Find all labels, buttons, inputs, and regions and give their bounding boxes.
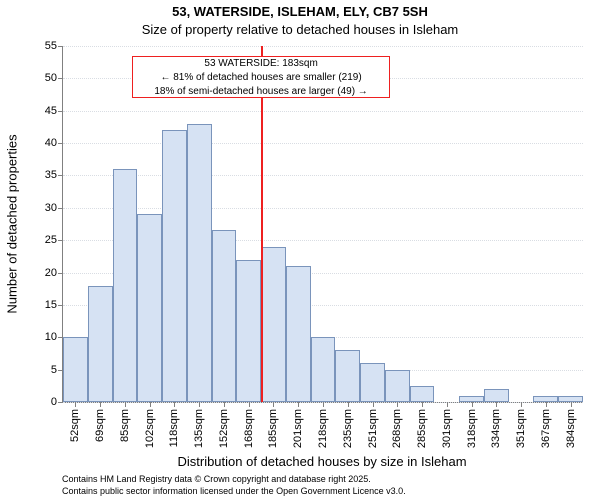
x-tick-label: 102sqm: [144, 409, 156, 448]
histogram-bar: [137, 214, 162, 402]
histogram-bar: [88, 286, 113, 403]
x-tick-label: 367sqm: [540, 409, 552, 448]
x-tick-mark: [100, 402, 101, 407]
annotation-box: 53 WATERSIDE: 183sqm← 81% of detached ho…: [132, 56, 390, 98]
y-axis-label: Number of detached properties: [5, 134, 20, 313]
y-tick-label: 0: [51, 396, 57, 408]
y-tick-mark: [58, 273, 63, 274]
histogram-bar: [236, 260, 261, 402]
annotation-line: 18% of semi-detached houses are larger (…: [133, 85, 389, 99]
x-tick-label: 118sqm: [168, 409, 180, 447]
histogram-bar: [335, 350, 360, 402]
x-tick-mark: [150, 402, 151, 407]
x-tick-label: 235sqm: [342, 409, 354, 448]
gridline: [63, 175, 583, 176]
histogram-bar: [162, 130, 187, 402]
x-tick-label: 384sqm: [565, 409, 577, 448]
chart-root: 53, WATERSIDE, ISLEHAM, ELY, CB7 5SH Siz…: [0, 0, 600, 500]
y-tick-mark: [58, 111, 63, 112]
x-tick-mark: [422, 402, 423, 407]
annotation-line: 53 WATERSIDE: 183sqm: [133, 57, 389, 71]
chart-title-line1: 53, WATERSIDE, ISLEHAM, ELY, CB7 5SH: [0, 4, 600, 19]
x-tick-mark: [273, 402, 274, 407]
x-tick-mark: [496, 402, 497, 407]
gridline: [63, 111, 583, 112]
x-tick-label: 201sqm: [292, 409, 304, 448]
histogram-bar: [410, 386, 435, 402]
chart-title-line2: Size of property relative to detached ho…: [0, 22, 600, 37]
x-tick-label: 185sqm: [267, 409, 279, 448]
x-tick-mark: [472, 402, 473, 407]
x-tick-label: 135sqm: [193, 409, 205, 448]
x-tick-mark: [447, 402, 448, 407]
annotation-line: ← 81% of detached houses are smaller (21…: [133, 71, 389, 85]
x-tick-mark: [373, 402, 374, 407]
x-tick-label: 285sqm: [416, 409, 428, 448]
histogram-bar: [212, 230, 237, 402]
y-tick-label: 35: [45, 169, 57, 181]
x-tick-label: 251sqm: [367, 409, 379, 448]
x-tick-label: 334sqm: [490, 409, 502, 448]
x-tick-mark: [298, 402, 299, 407]
y-tick-label: 15: [45, 299, 57, 311]
x-tick-label: 318sqm: [466, 409, 478, 448]
histogram-bar: [360, 363, 385, 402]
histogram-bar: [286, 266, 311, 402]
histogram-bar: [484, 389, 509, 402]
x-tick-mark: [348, 402, 349, 407]
x-tick-mark: [249, 402, 250, 407]
y-tick-mark: [58, 240, 63, 241]
y-tick-mark: [58, 46, 63, 47]
histogram-bar: [63, 337, 88, 402]
histogram-bar: [113, 169, 138, 402]
histogram-bar: [261, 247, 286, 402]
x-tick-label: 268sqm: [391, 409, 403, 448]
x-tick-label: 152sqm: [218, 409, 230, 448]
x-tick-mark: [397, 402, 398, 407]
y-tick-mark: [58, 143, 63, 144]
plot-area: 051015202530354045505552sqm69sqm85sqm102…: [62, 46, 583, 403]
y-tick-label: 45: [45, 105, 57, 117]
y-tick-label: 5: [51, 364, 57, 376]
histogram-bar: [187, 124, 212, 402]
x-tick-label: 218sqm: [317, 409, 329, 448]
x-tick-mark: [125, 402, 126, 407]
histogram-bar: [385, 370, 410, 402]
y-tick-label: 50: [45, 72, 57, 84]
x-tick-label: 69sqm: [94, 409, 106, 442]
marker-line: [261, 46, 263, 402]
y-tick-mark: [58, 208, 63, 209]
gridline: [63, 143, 583, 144]
x-tick-mark: [75, 402, 76, 407]
y-tick-mark: [58, 402, 63, 403]
x-tick-mark: [546, 402, 547, 407]
histogram-bar: [311, 337, 336, 402]
x-tick-mark: [224, 402, 225, 407]
x-tick-label: 168sqm: [243, 409, 255, 448]
x-tick-label: 301sqm: [441, 409, 453, 448]
x-tick-mark: [521, 402, 522, 407]
gridline: [63, 46, 583, 47]
y-tick-label: 40: [45, 137, 57, 149]
y-tick-label: 25: [45, 234, 57, 246]
x-axis-label: Distribution of detached houses by size …: [177, 454, 466, 469]
y-tick-label: 20: [45, 267, 57, 279]
y-tick-mark: [58, 305, 63, 306]
y-tick-mark: [58, 78, 63, 79]
x-tick-mark: [199, 402, 200, 407]
y-tick-label: 10: [45, 331, 57, 343]
y-tick-label: 55: [45, 40, 57, 52]
x-tick-mark: [174, 402, 175, 407]
x-tick-mark: [323, 402, 324, 407]
x-tick-label: 351sqm: [515, 409, 527, 448]
y-tick-mark: [58, 175, 63, 176]
x-tick-mark: [571, 402, 572, 407]
y-tick-label: 30: [45, 202, 57, 214]
footer-line1: Contains HM Land Registry data © Crown c…: [62, 474, 371, 484]
x-tick-label: 52sqm: [69, 409, 81, 442]
gridline: [63, 208, 583, 209]
footer-line2: Contains public sector information licen…: [62, 486, 406, 496]
x-tick-label: 85sqm: [119, 409, 131, 442]
